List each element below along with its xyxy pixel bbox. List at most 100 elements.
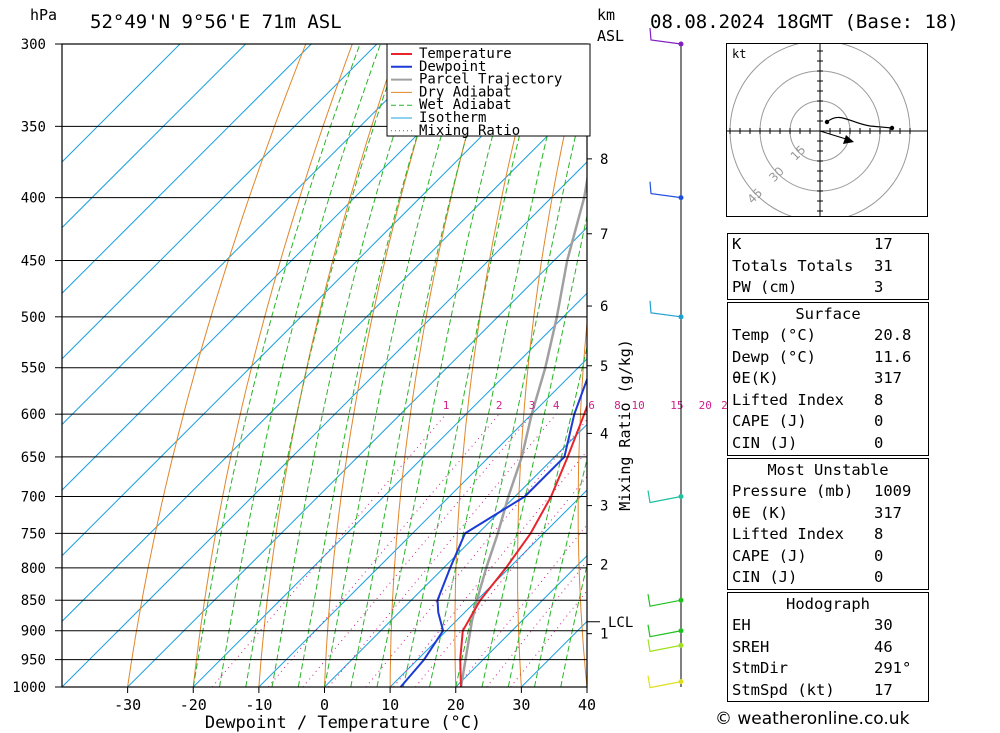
hodograph-unit: kt	[732, 47, 746, 61]
isotherm-line	[192, 292, 587, 687]
dry-adiabat	[127, 44, 307, 687]
wet-adiabat	[376, 44, 519, 687]
row-label: CIN (J)	[732, 433, 798, 452]
storm-motion-line	[819, 130, 847, 140]
wet-adiabat	[429, 44, 571, 687]
row-label: Pressure (mb)	[732, 482, 854, 500]
table-row: Lifted Index 8	[728, 524, 928, 546]
row-value: 0	[874, 568, 884, 587]
table-title: Hodograph	[786, 595, 870, 613]
row-value: 17	[874, 680, 893, 699]
row-value: 30	[874, 616, 893, 634]
wind-barb	[649, 300, 682, 318]
pressure-label: 750	[21, 526, 46, 542]
hodograph-point	[824, 119, 830, 125]
legend-label: Isotherm	[419, 110, 486, 126]
indices-table: K 17 Totals Totals 31 PW (cm) 3	[727, 233, 929, 300]
row-value: 317	[874, 503, 902, 522]
pressure-label: 500	[21, 310, 46, 326]
row-label: SREH	[732, 637, 770, 656]
isotherm-line	[455, 555, 587, 687]
temp-tick-label: -30	[114, 696, 141, 714]
legend-label: Dry Adiabat	[419, 84, 512, 100]
isotherm-line	[62, 44, 312, 294]
mixing-ratio-line	[211, 413, 447, 687]
hodograph-ring-label: 45	[745, 186, 766, 207]
copyright: © weatheronline.co.uk	[715, 709, 910, 729]
pressure-label: 1000	[12, 680, 46, 696]
row-value: 317	[874, 369, 902, 388]
row-value: 1009	[874, 482, 912, 500]
legend-label: Wet Adiabat	[419, 97, 512, 113]
hodograph-trace	[826, 116, 893, 129]
dry-adiabat	[637, 44, 678, 687]
row-label: Lifted Index	[732, 525, 844, 544]
isotherm-line	[62, 44, 509, 491]
hodograph-point	[889, 125, 895, 131]
legend-label: Temperature	[419, 46, 512, 62]
pressure-label: 800	[21, 561, 46, 577]
hodograph-ring-label: 30	[766, 164, 787, 185]
row-value: 8	[874, 525, 884, 544]
pressure-label: 950	[21, 653, 46, 669]
table-row: θE(K) 317	[728, 368, 928, 390]
row-value: 46	[874, 637, 893, 656]
mixing-ratio-label: 4	[553, 399, 560, 412]
row-value: 11.6	[874, 347, 912, 366]
parcel-trajectory-line	[459, 173, 587, 687]
row-label: Temp (°C)	[732, 326, 816, 344]
table-row: Pressure (mb) 1009	[728, 481, 928, 503]
row-value: 17	[874, 235, 893, 253]
isotherm-line	[62, 161, 587, 687]
mixing-ratio-label: 2	[496, 399, 503, 412]
isotherm-line	[62, 44, 443, 426]
table-row: K 17	[728, 234, 928, 256]
pressure-label: 900	[21, 624, 46, 640]
wind-barb	[647, 594, 682, 607]
wind-barb	[649, 27, 682, 45]
row-label: StmDir	[732, 659, 788, 678]
hodograph-panel: kt 15 30 45	[726, 43, 928, 217]
row-value: 291°	[874, 659, 912, 678]
pressure-label: 850	[21, 593, 46, 609]
dewpoint-line	[399, 376, 587, 687]
table-row: StmSpd (kt) 17	[728, 680, 928, 702]
wind-barb	[647, 675, 682, 689]
row-value: 3	[874, 278, 884, 297]
isotherm-line	[62, 44, 246, 229]
mixing-ratio-label: 20	[699, 399, 712, 412]
row-label: StmSpd (kt)	[732, 680, 835, 699]
row-value: 0	[874, 412, 884, 431]
dry-adiabat	[694, 44, 725, 687]
km-tick-label: 4	[600, 426, 608, 442]
x-axis-label: Dewpoint / Temperature (°C)	[205, 713, 481, 733]
km-label: km	[597, 6, 615, 24]
storm-motion-arrow	[843, 135, 854, 144]
row-value: 0	[874, 546, 884, 565]
wet-adiabat	[245, 44, 402, 687]
table-row: Dewp (°C) 11.6	[728, 347, 928, 369]
hodograph-table: Hodograph EH 30 SREH 46 StmDir 291° StmSpd (kt)…	[727, 592, 929, 703]
dry-adiabat	[324, 44, 446, 687]
pressure-label: 700	[21, 490, 46, 506]
mixing-ratio-label: 1	[443, 399, 450, 412]
isotherm-line	[127, 226, 587, 687]
table-title: Surface	[795, 305, 861, 323]
temp-tick-label: 10	[381, 696, 399, 714]
row-label: Totals Totals	[732, 256, 854, 275]
row-label: θE(K)	[732, 369, 779, 388]
datetime-title: 08.08.2024 18GMT (Base: 18)	[650, 11, 959, 33]
pressure-label: 550	[21, 361, 46, 377]
wet-adiabat	[271, 44, 424, 687]
legend-label: Dewpoint	[419, 59, 486, 75]
mixing-ratio-line	[393, 450, 587, 687]
wind-barb	[647, 639, 682, 653]
mixing-ratio-line	[456, 524, 587, 687]
dry-adiabat	[454, 44, 539, 687]
wet-adiabat	[350, 44, 494, 687]
wind-barb	[647, 624, 682, 638]
legend-box	[386, 43, 591, 137]
asl-label: ASL	[597, 27, 624, 45]
mixing-ratio-label: 10	[632, 399, 645, 412]
